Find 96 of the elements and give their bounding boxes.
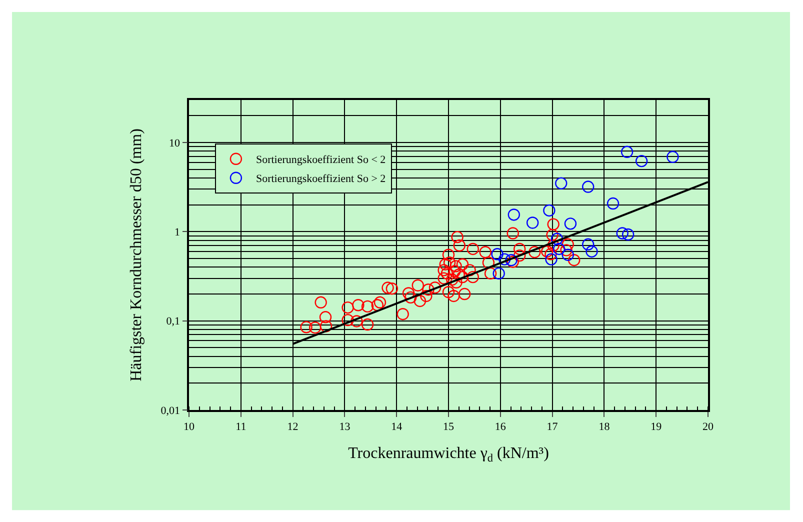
- point: [514, 242, 526, 256]
- point: [666, 150, 679, 163]
- point: [545, 253, 558, 266]
- point: [582, 238, 594, 251]
- y-axis-title: Häufigster Korndurchmesser d50 (mm): [128, 128, 146, 382]
- point: [440, 267, 454, 280]
- point: [452, 268, 465, 281]
- point: [606, 197, 620, 210]
- point: [562, 238, 574, 251]
- point: [342, 314, 354, 326]
- point: [350, 315, 363, 328]
- point: [450, 276, 462, 288]
- point: [564, 218, 577, 230]
- point: [319, 311, 332, 324]
- point: [491, 248, 504, 260]
- point: [456, 258, 469, 270]
- point: [446, 274, 458, 286]
- point: [374, 296, 386, 309]
- point: [498, 253, 511, 266]
- point: [562, 248, 574, 261]
- point: [550, 232, 564, 246]
- y-tick-label: 1: [174, 226, 180, 239]
- point: [300, 321, 312, 334]
- x-tick-label: 13: [339, 420, 351, 433]
- point: [466, 242, 479, 256]
- point: [543, 204, 556, 217]
- point: [547, 239, 560, 252]
- point: [620, 146, 634, 158]
- x-tick-label: 15: [443, 420, 454, 433]
- point: [586, 245, 598, 258]
- x-tick-label: 12: [287, 420, 298, 433]
- point: [466, 270, 479, 284]
- point: [448, 290, 460, 302]
- x-tick-label: 16: [494, 420, 506, 433]
- point: [555, 177, 568, 190]
- x-axis-title: Trockenraumwichte γ$_{d}$ (kN/m³): [348, 445, 549, 465]
- legend-label: Sortierungskoeffizient So < 2: [256, 154, 386, 166]
- x-tick-label: 11: [236, 420, 246, 433]
- point: [428, 282, 442, 294]
- point: [616, 227, 628, 240]
- y-tick-label: 0,1: [166, 316, 180, 328]
- x-tick-label: 10: [184, 420, 195, 433]
- point: [320, 320, 332, 332]
- point: [438, 272, 450, 284]
- point: [514, 249, 526, 262]
- point: [414, 294, 426, 308]
- x-tick-label: 17: [546, 420, 558, 433]
- point: [544, 248, 557, 260]
- x-tick-label: 20: [702, 420, 714, 433]
- point: [506, 227, 519, 240]
- point: [508, 208, 520, 221]
- point: [342, 301, 354, 314]
- point: [546, 228, 558, 242]
- point: [635, 154, 648, 168]
- y-tick-label: 10: [169, 137, 181, 150]
- y-tick-label: 0,01: [160, 404, 180, 417]
- point: [443, 256, 456, 269]
- point: [453, 239, 466, 252]
- point: [361, 318, 374, 331]
- point: [309, 322, 322, 334]
- point: [526, 216, 539, 229]
- point: [458, 288, 471, 300]
- point: [541, 245, 554, 258]
- point: [404, 291, 417, 304]
- point: [451, 230, 464, 244]
- point: [420, 290, 432, 302]
- point: [479, 246, 492, 258]
- x-tick-label: 18: [598, 420, 610, 433]
- point: [582, 180, 594, 193]
- point: [464, 264, 476, 276]
- point: [492, 267, 505, 280]
- point: [412, 279, 424, 292]
- point: [442, 286, 455, 298]
- point: [568, 254, 580, 266]
- point: [442, 248, 455, 261]
- point: [547, 218, 560, 230]
- point: [456, 270, 469, 284]
- point: [352, 299, 364, 312]
- x-tick-label: 14: [391, 420, 403, 433]
- point: [439, 258, 452, 270]
- point: [396, 308, 409, 320]
- point: [552, 242, 566, 256]
- legend-label: Sortierungskoeffizient So > 2: [256, 173, 386, 186]
- point: [386, 282, 398, 295]
- point: [560, 244, 572, 256]
- x-tick-label: 19: [650, 420, 662, 433]
- point: [361, 300, 374, 313]
- point: [314, 296, 327, 309]
- point: [422, 284, 434, 296]
- point: [382, 282, 394, 294]
- point: [450, 260, 462, 272]
- point: [402, 287, 415, 300]
- point: [528, 246, 541, 258]
- point: [484, 267, 497, 280]
- point: [622, 228, 634, 241]
- point: [438, 264, 450, 276]
